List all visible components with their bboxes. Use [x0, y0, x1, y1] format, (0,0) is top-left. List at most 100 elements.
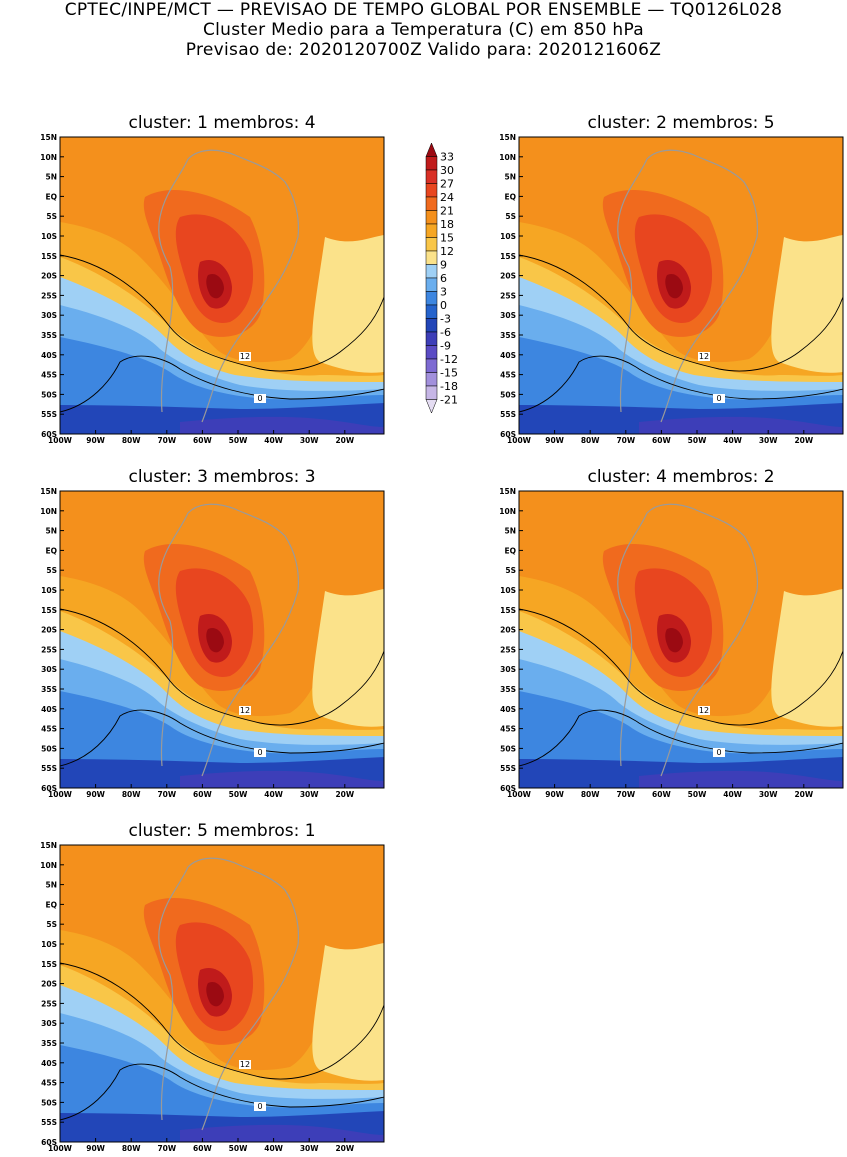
- isotherm-0: [60, 1063, 384, 1121]
- lat-label: EQ: [46, 192, 58, 201]
- map-svg-cluster-3: 12 0 15N 10N 5N EQ 5S 10S 15S 20S 25S 30S 35S 40S 45S 5…: [40, 487, 385, 799]
- lon-label: 20W: [335, 790, 354, 799]
- colorbar-swatch: [425, 183, 438, 198]
- panel-title-cluster-3: cluster: 3 membros: 3: [128, 467, 316, 487]
- lat-label: 5S: [46, 920, 57, 929]
- lon-label: 90W: [86, 790, 105, 799]
- lat-label: 40S: [500, 351, 516, 360]
- lon-label: 70W: [616, 436, 635, 445]
- colorbar-swatch: [425, 345, 438, 360]
- lat-label: 50S: [41, 744, 57, 753]
- lat-label: 10N: [499, 153, 516, 162]
- lat-label: 15S: [41, 960, 57, 969]
- isotherm-0: [519, 709, 843, 767]
- colorbar-swatch: [425, 237, 438, 252]
- temperature-band: [519, 337, 843, 421]
- map-panel-cluster-4: 12 0 15N 10N 5N EQ 5S 10S 15S 20S 25S 30S 35S 40S 45S 5…: [459, 487, 847, 801]
- lon-label: 50W: [229, 1144, 248, 1153]
- lon-label: 70W: [157, 1144, 176, 1153]
- isotherm-0: [519, 355, 843, 413]
- lon-label: 60W: [193, 436, 212, 445]
- colorbar-label: 21: [440, 205, 454, 218]
- lon-label: 20W: [794, 436, 813, 445]
- panel-title-cluster-1: cluster: 1 membros: 4: [128, 113, 316, 133]
- lon-label: 40W: [264, 790, 283, 799]
- lat-label: 55S: [500, 410, 516, 419]
- map-frame: [518, 136, 844, 435]
- lon-label: 40W: [264, 1144, 283, 1153]
- colorbar-swatch: [425, 142, 438, 157]
- temperature-band: [519, 691, 843, 775]
- lat-label: 40S: [41, 1059, 57, 1068]
- colorbar-swatch: [425, 156, 438, 171]
- temperature-band: [60, 337, 384, 421]
- lat-label: 40S: [500, 705, 516, 714]
- lat-label: 15N: [40, 133, 57, 142]
- temperature-band: [60, 1045, 384, 1129]
- lon-label: 60W: [193, 1144, 212, 1153]
- header-line-3: Previsao de: 2020120700Z Valido para: 20…: [185, 40, 662, 60]
- map-frame: [518, 490, 844, 789]
- contour-label-bg: [713, 394, 725, 403]
- lon-label: 20W: [794, 790, 813, 799]
- header-line-2: Cluster Medio para a Temperatura (C) em …: [202, 20, 645, 40]
- lat-label: 5S: [505, 212, 516, 221]
- lat-label: 5S: [46, 566, 57, 575]
- colorbar-label: -18: [440, 380, 458, 393]
- lat-label: 55S: [500, 764, 516, 773]
- panel-title-cluster-4: cluster: 4 membros: 2: [587, 467, 775, 487]
- lat-label: 10S: [500, 586, 516, 595]
- isotherm-12: [60, 254, 384, 372]
- colorbar-label: -9: [440, 340, 451, 353]
- lon-label: 30W: [759, 790, 778, 799]
- lon-label: 80W: [122, 1144, 141, 1153]
- colorbar-label: 24: [440, 191, 454, 204]
- lat-label: 5N: [505, 527, 517, 536]
- temperature-band: [312, 589, 384, 727]
- lon-label: 100W: [507, 436, 532, 445]
- colorbar-swatch: [425, 291, 438, 306]
- contour-label-0: 0: [716, 394, 721, 403]
- lat-label: 50S: [41, 390, 57, 399]
- contour-label-bg: [698, 706, 710, 715]
- colorbar-label: -12: [440, 353, 458, 366]
- lat-label: 60S: [41, 1138, 57, 1147]
- temperature-band: [639, 416, 843, 434]
- lat-label: 60S: [500, 784, 516, 793]
- colorbar-label: -15: [440, 367, 458, 380]
- lat-label: 15S: [500, 252, 516, 261]
- map-panel-cluster-3: 12 0 15N 10N 5N EQ 5S 10S 15S 20S 25S 30S 35S 40S 45S 5…: [0, 487, 390, 801]
- colorbar-label: -3: [440, 313, 451, 326]
- lat-label: 5S: [505, 566, 516, 575]
- lat-label: 35S: [500, 331, 516, 340]
- contour-label-0: 0: [257, 748, 262, 757]
- temperature-band: [771, 589, 843, 727]
- lon-label: 90W: [86, 1144, 105, 1153]
- colorbar-label: 9: [440, 259, 447, 272]
- lon-label: 50W: [229, 790, 248, 799]
- lat-label: 15N: [499, 487, 516, 496]
- lon-label: 60W: [652, 436, 671, 445]
- isotherm-0: [60, 709, 384, 767]
- map-panel-cluster-1: 12 0 15N 10N 5N EQ 5S 10S 15S 20S 25S 30S 35S 40S 45S 5…: [0, 133, 390, 447]
- lat-label: EQ: [46, 546, 58, 555]
- lon-label: 70W: [157, 436, 176, 445]
- lat-label: 60S: [500, 430, 516, 439]
- colorbar-label: -21: [440, 394, 458, 407]
- lon-label: 60W: [193, 790, 212, 799]
- isotherm-12: [60, 608, 384, 726]
- header-line-1: CPTEC/INPE/MCT — PREVISAO DE TEMPO GLOBA…: [64, 0, 783, 20]
- contour-label-0: 0: [716, 748, 721, 757]
- colorbar-swatch: [425, 358, 438, 373]
- lat-label: 45S: [500, 725, 516, 734]
- colorbar-swatch: [425, 372, 438, 387]
- lon-label: 50W: [229, 436, 248, 445]
- panel-title-cluster-2: cluster: 2 membros: 5: [587, 113, 775, 133]
- lat-label: EQ: [505, 192, 517, 201]
- lat-label: 55S: [41, 764, 57, 773]
- contour-label-0: 0: [257, 394, 262, 403]
- temperature-band: [771, 235, 843, 373]
- lon-label: 80W: [122, 790, 141, 799]
- temperature-band: [180, 770, 384, 788]
- lon-label: 100W: [48, 436, 73, 445]
